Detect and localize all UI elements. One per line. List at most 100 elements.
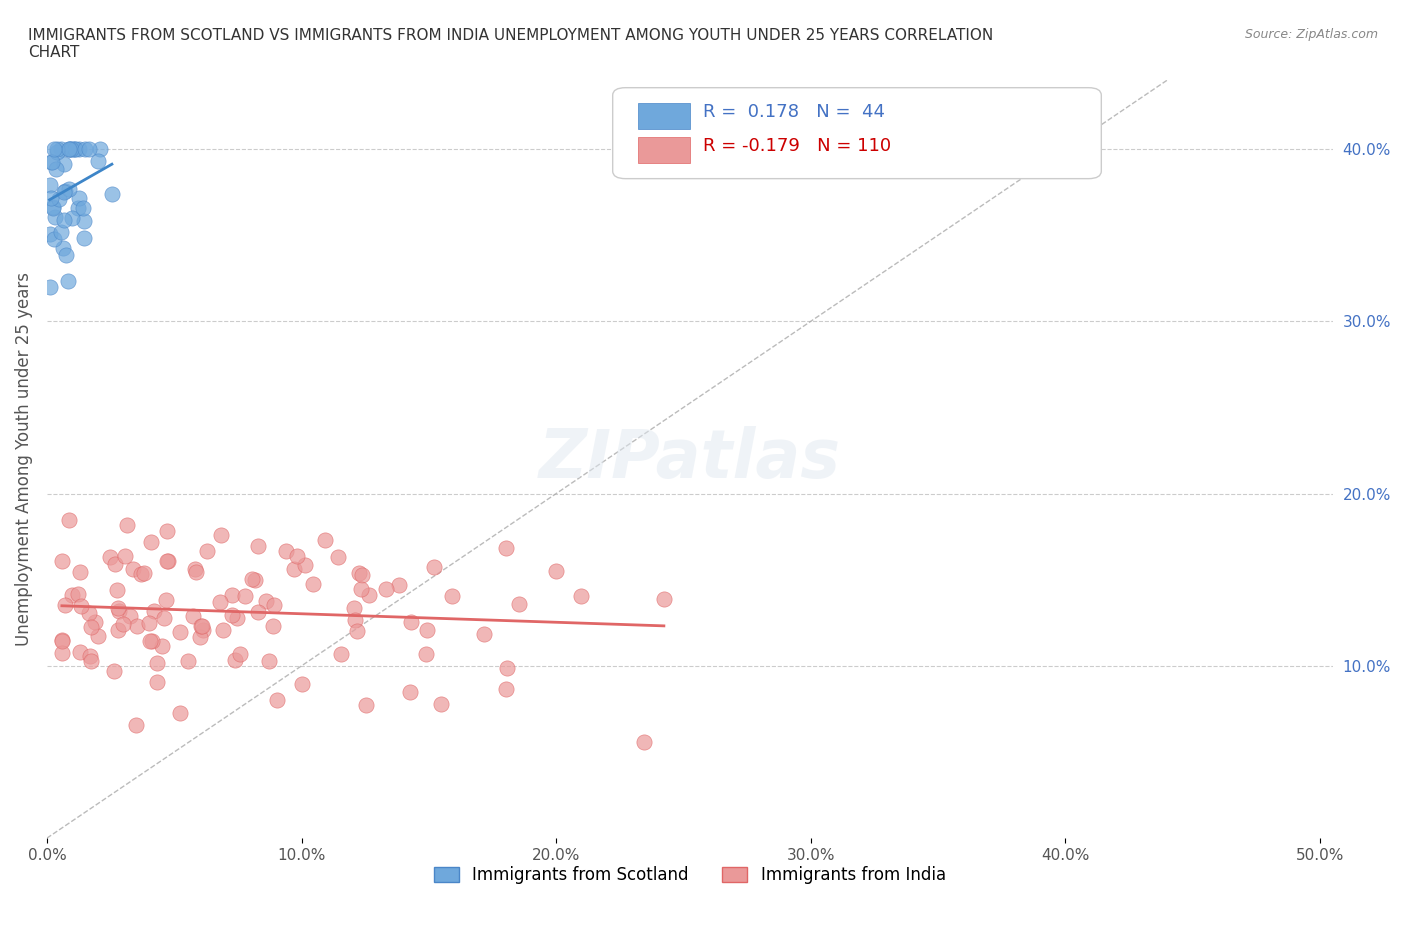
Immigrants from India: [326, 550, 349, 565]
Immigrants from India: [191, 618, 214, 633]
Immigrants from India: [633, 735, 655, 750]
Immigrants from India: [262, 618, 284, 633]
Immigrants from India: [107, 601, 129, 616]
Immigrants from India: [51, 633, 73, 648]
Immigrants from India: [156, 553, 179, 568]
Immigrants from Scotland: [89, 141, 111, 156]
Immigrants from India: [266, 693, 288, 708]
Immigrants from India: [211, 622, 233, 637]
Immigrants from India: [107, 623, 129, 638]
Immigrants from India: [283, 562, 305, 577]
Immigrants from India: [66, 587, 89, 602]
Immigrants from Scotland: [41, 154, 63, 169]
Immigrants from India: [357, 587, 380, 602]
Immigrants from Scotland: [55, 248, 77, 263]
Immigrants from India: [399, 684, 422, 699]
Immigrants from India: [350, 582, 373, 597]
Immigrants from India: [430, 697, 453, 711]
Immigrants from India: [495, 540, 517, 555]
Immigrants from India: [114, 549, 136, 564]
Immigrants from India: [508, 597, 530, 612]
Immigrants from India: [69, 644, 91, 659]
Immigrants from India: [169, 706, 191, 721]
Immigrants from India: [141, 633, 163, 648]
Text: R = -0.179   N = 110: R = -0.179 N = 110: [703, 137, 891, 155]
Immigrants from Scotland: [69, 141, 91, 156]
Immigrants from Scotland: [42, 232, 65, 246]
Immigrants from India: [195, 544, 218, 559]
Immigrants from India: [416, 623, 439, 638]
Immigrants from India: [169, 625, 191, 640]
Immigrants from India: [103, 664, 125, 679]
Immigrants from India: [344, 612, 367, 627]
Immigrants from India: [105, 583, 128, 598]
Immigrants from Scotland: [101, 186, 124, 201]
Immigrants from India: [108, 604, 131, 618]
Immigrants from Scotland: [52, 241, 75, 256]
Immigrants from India: [157, 553, 180, 568]
Immigrants from India: [70, 599, 93, 614]
Immigrants from India: [120, 608, 142, 623]
Immigrants from India: [229, 647, 252, 662]
Immigrants from India: [415, 646, 437, 661]
Immigrants from India: [132, 566, 155, 581]
Immigrants from India: [496, 661, 519, 676]
Immigrants from India: [80, 654, 103, 669]
Immigrants from India: [98, 550, 121, 565]
Immigrants from India: [350, 567, 373, 582]
Immigrants from Scotland: [65, 141, 87, 156]
Text: IMMIGRANTS FROM SCOTLAND VS IMMIGRANTS FROM INDIA UNEMPLOYMENT AMONG YOUTH UNDER: IMMIGRANTS FROM SCOTLAND VS IMMIGRANTS F…: [28, 28, 994, 60]
Immigrants from India: [153, 611, 176, 626]
Immigrants from Scotland: [53, 156, 76, 171]
Immigrants from India: [294, 557, 316, 572]
Immigrants from India: [224, 653, 246, 668]
Immigrants from India: [495, 682, 517, 697]
Immigrants from India: [246, 604, 269, 619]
Immigrants from India: [155, 592, 177, 607]
Immigrants from India: [62, 588, 84, 603]
Immigrants from India: [221, 588, 243, 603]
Immigrants from India: [115, 518, 138, 533]
Immigrants from Scotland: [62, 141, 84, 156]
Immigrants from India: [51, 632, 73, 647]
Text: R =  0.178   N =  44: R = 0.178 N = 44: [703, 103, 884, 121]
Immigrants from India: [240, 572, 263, 587]
Immigrants from India: [652, 591, 675, 606]
Immigrants from India: [87, 628, 110, 643]
Immigrants from India: [146, 656, 169, 671]
Immigrants from India: [257, 653, 280, 668]
Immigrants from India: [569, 589, 592, 604]
Immigrants from Scotland: [48, 192, 70, 206]
Immigrants from India: [79, 648, 101, 663]
Immigrants from India: [221, 607, 243, 622]
Text: Source: ZipAtlas.com: Source: ZipAtlas.com: [1244, 28, 1378, 41]
Immigrants from Scotland: [42, 199, 65, 214]
Immigrants from India: [193, 622, 215, 637]
Immigrants from India: [139, 633, 162, 648]
Immigrants from India: [423, 560, 446, 575]
Immigrants from Scotland: [58, 141, 80, 156]
Immigrants from Scotland: [58, 141, 80, 156]
Immigrants from Scotland: [77, 141, 100, 156]
Immigrants from India: [375, 582, 398, 597]
Immigrants from India: [80, 619, 103, 634]
Immigrants from India: [343, 600, 366, 615]
Legend: Immigrants from Scotland, Immigrants from India: Immigrants from Scotland, Immigrants fro…: [427, 859, 952, 890]
Immigrants from India: [314, 533, 336, 548]
Immigrants from Scotland: [59, 141, 82, 156]
Immigrants from Scotland: [72, 213, 94, 228]
Immigrants from India: [544, 564, 567, 578]
Immigrants from India: [347, 565, 370, 580]
Immigrants from India: [138, 615, 160, 630]
Immigrants from India: [125, 718, 148, 733]
Immigrants from Scotland: [53, 184, 76, 199]
Immigrants from Scotland: [87, 154, 110, 169]
Immigrants from India: [156, 524, 179, 538]
Immigrants from India: [301, 577, 323, 591]
Immigrants from Scotland: [59, 141, 82, 156]
Immigrants from India: [53, 597, 76, 612]
Immigrants from India: [141, 535, 163, 550]
Immigrants from India: [388, 578, 411, 592]
Immigrants from India: [129, 567, 152, 582]
Immigrants from Scotland: [42, 141, 65, 156]
